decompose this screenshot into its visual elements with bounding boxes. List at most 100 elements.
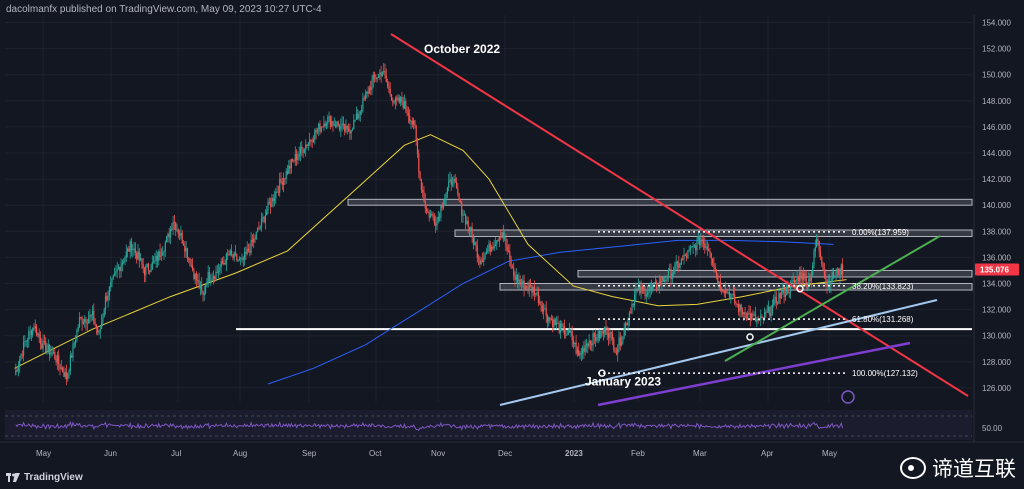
fib-anchor-marker[interactable] — [598, 369, 606, 377]
candle-body — [444, 197, 446, 204]
candle-body — [348, 128, 350, 132]
resistance-zone[interactable] — [577, 269, 973, 278]
candle-body — [520, 282, 523, 284]
candle-body — [474, 242, 476, 245]
candle-body — [120, 265, 122, 272]
candle-body — [708, 249, 710, 252]
tradingview-logo[interactable]: TradingView — [6, 472, 83, 483]
candle-body — [368, 87, 370, 94]
candle-body — [767, 306, 770, 312]
candle-body — [507, 250, 510, 252]
weibo-icon — [900, 457, 926, 479]
candle-body — [71, 355, 73, 358]
candle-body — [121, 262, 123, 266]
candle-body — [686, 256, 688, 258]
candle-body — [467, 220, 469, 228]
candle-body — [613, 339, 615, 350]
candle-body — [310, 139, 312, 141]
candle-body — [433, 217, 435, 224]
candle-body — [491, 246, 493, 252]
candle-body — [234, 252, 237, 255]
candle-body — [691, 246, 693, 248]
candle-body — [407, 113, 409, 116]
current-price-label: 135.076 — [980, 265, 1009, 274]
candle-body — [362, 98, 364, 111]
candle-body — [743, 312, 745, 315]
candle-body — [666, 278, 668, 281]
fib-anchor-marker[interactable] — [746, 333, 754, 341]
channel-lower-line[interactable] — [499, 299, 938, 406]
candle-body — [125, 251, 127, 258]
candle-body — [90, 314, 92, 316]
candle-body — [89, 314, 91, 319]
candle-body — [370, 87, 372, 90]
candle-body — [465, 214, 467, 225]
candle-body — [67, 373, 69, 380]
candle-body — [550, 319, 552, 321]
candle-body — [705, 246, 707, 248]
candle-body — [543, 308, 545, 312]
candle-body — [400, 97, 402, 103]
candle-body — [466, 220, 468, 225]
candle-body — [206, 281, 208, 286]
candle-body — [149, 270, 151, 273]
candle-body — [380, 72, 382, 77]
candle-body — [52, 351, 55, 353]
candle-body — [665, 280, 667, 282]
candle-body — [528, 284, 530, 291]
candle-body — [725, 288, 727, 294]
fib-anchor-marker[interactable] — [796, 284, 804, 293]
candle-body — [84, 319, 86, 323]
candle-body — [783, 288, 785, 297]
fib-level-label: 0.00%(137.959) — [852, 228, 909, 237]
downtrend-line[interactable] — [390, 33, 969, 397]
candle-body — [489, 243, 491, 252]
candle-body — [41, 343, 43, 349]
candle-body — [803, 273, 805, 280]
candle-body — [431, 214, 433, 216]
candle-body — [749, 313, 751, 320]
candle-body — [728, 292, 731, 299]
candle-body — [195, 273, 198, 281]
candle-body — [483, 257, 485, 262]
candle-body — [103, 309, 105, 317]
candle-body — [604, 327, 606, 334]
candle-body — [504, 237, 506, 239]
candle-body — [787, 286, 789, 294]
candle-body — [624, 323, 627, 329]
candle-body — [325, 123, 328, 127]
candle-body — [790, 282, 792, 292]
candle-body — [188, 258, 190, 260]
candle-body — [693, 245, 695, 247]
candle-body — [556, 322, 558, 325]
candle-body — [653, 282, 655, 286]
channel-purple-line[interactable] — [597, 341, 911, 407]
candle-body — [142, 264, 144, 269]
candle-body — [511, 267, 513, 269]
candle-body — [619, 337, 621, 346]
candle-body — [415, 125, 417, 141]
candle-body — [388, 86, 390, 90]
candle-body — [276, 191, 278, 193]
candle-body — [203, 292, 205, 295]
candle-body — [372, 74, 374, 81]
alert-icon[interactable] — [841, 390, 855, 404]
uptrend-line[interactable] — [724, 235, 941, 362]
candle-body — [211, 278, 213, 281]
candle-body — [697, 236, 699, 241]
candle-body — [717, 275, 719, 284]
candle-body — [145, 266, 147, 275]
candle-body — [212, 276, 214, 279]
candle-body — [266, 211, 268, 216]
candle-body — [115, 271, 117, 274]
candle-body — [342, 123, 344, 125]
candle-body — [106, 296, 108, 301]
candle-body — [173, 222, 175, 224]
candle-body — [652, 285, 654, 290]
resistance-zone[interactable] — [499, 283, 973, 291]
candle-body — [324, 123, 326, 127]
candle-body — [492, 246, 494, 249]
candle-body — [714, 266, 716, 270]
candle-body — [519, 279, 521, 283]
